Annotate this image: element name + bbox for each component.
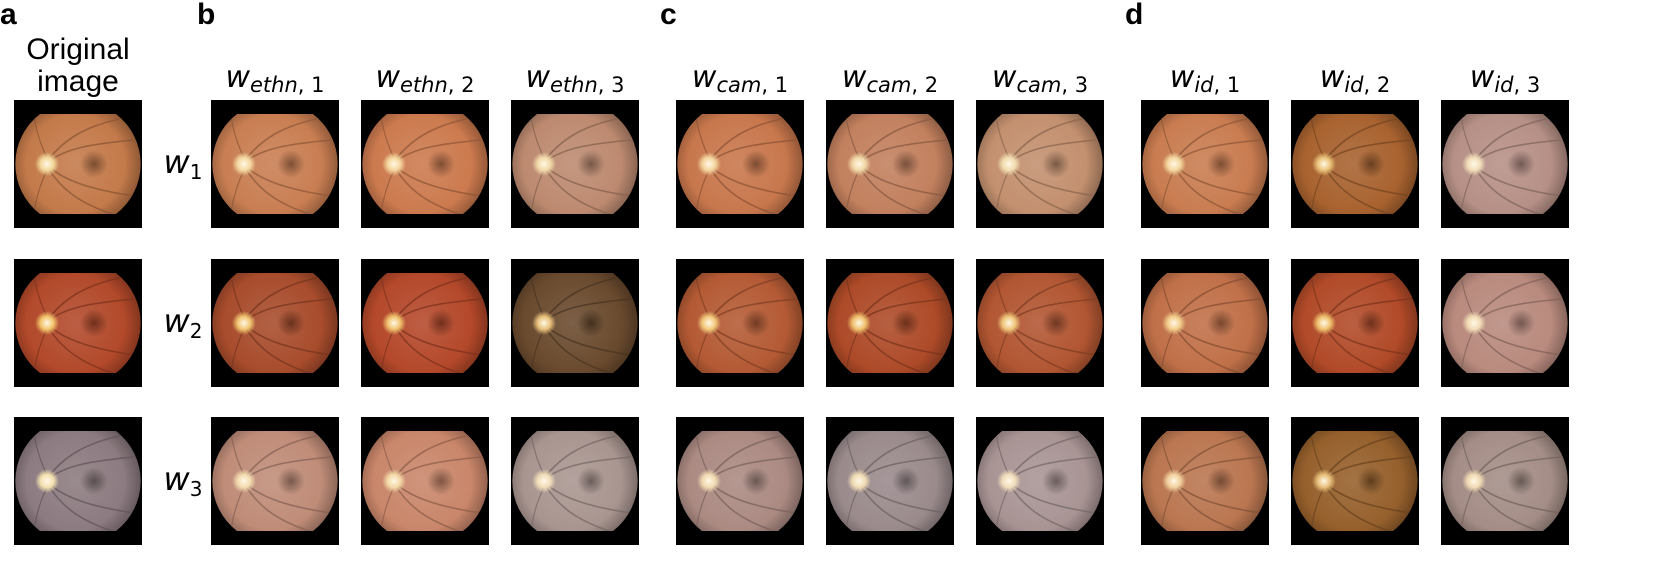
generated-image-w1-cam-1 bbox=[676, 100, 804, 228]
column-header-subscript: ethn, 3 bbox=[550, 73, 625, 97]
generated-image-w1-id-3 bbox=[1441, 100, 1569, 228]
column-header-id-2: wid, 2 bbox=[1291, 60, 1419, 103]
column-header-subscript: ethn, 2 bbox=[400, 73, 475, 97]
column-header-cam-2: wcam, 2 bbox=[826, 60, 954, 103]
column-header-subscript-index: 1 bbox=[774, 73, 789, 97]
panel-label-d: d bbox=[1125, 0, 1144, 31]
column-header-symbol: w bbox=[841, 60, 867, 95]
column-header-subscript-name: ethn bbox=[550, 73, 598, 97]
column-header-symbol: w bbox=[1319, 60, 1345, 95]
row-label-symbol: w bbox=[163, 143, 190, 181]
generated-image-w2-ethn-1 bbox=[211, 259, 339, 387]
column-header-subscript: id, 1 bbox=[1194, 73, 1241, 97]
column-header-ethn-3: wethn, 3 bbox=[511, 60, 639, 103]
original-image-title-line2: image bbox=[37, 65, 119, 98]
original-image-row-3 bbox=[14, 417, 142, 545]
generated-image-w3-ethn-1 bbox=[211, 417, 339, 545]
generated-image-w2-id-2 bbox=[1291, 259, 1419, 387]
panel-label-b: b bbox=[197, 0, 216, 31]
generated-image-w2-id-1 bbox=[1141, 259, 1269, 387]
original-image-title: Original image bbox=[14, 34, 142, 98]
panel-label-c: c bbox=[660, 0, 677, 31]
row-label-index: 3 bbox=[189, 477, 203, 501]
generated-image-w1-id-1 bbox=[1141, 100, 1269, 228]
column-header-subscript-index: 3 bbox=[611, 73, 625, 97]
generated-image-w3-ethn-3 bbox=[511, 417, 639, 545]
row-label-index: 2 bbox=[189, 319, 203, 343]
generated-image-w3-id-1 bbox=[1141, 417, 1269, 545]
row-label-symbol: w bbox=[163, 460, 190, 498]
generated-image-w1-cam-2 bbox=[826, 100, 954, 228]
column-header-symbol: w bbox=[1469, 60, 1495, 95]
column-header-id-3: wid, 3 bbox=[1441, 60, 1569, 103]
column-header-subscript-name: ethn bbox=[400, 73, 448, 97]
row-label-1: w1 bbox=[160, 144, 206, 190]
generated-image-w2-cam-2 bbox=[826, 259, 954, 387]
column-header-cam-3: wcam, 3 bbox=[976, 60, 1104, 103]
generated-image-w3-cam-2 bbox=[826, 417, 954, 545]
column-header-id-1: wid, 1 bbox=[1141, 60, 1269, 103]
column-header-symbol: w bbox=[991, 60, 1017, 95]
column-header-subscript: cam, 1 bbox=[716, 73, 789, 97]
column-header-subscript-index: 3 bbox=[1074, 73, 1089, 97]
row-label-index: 1 bbox=[189, 160, 203, 184]
generated-image-w1-ethn-1 bbox=[211, 100, 339, 228]
row-label-3: w3 bbox=[160, 461, 206, 507]
column-header-subscript: id, 3 bbox=[1494, 73, 1541, 97]
generated-image-w2-cam-1 bbox=[676, 259, 804, 387]
generated-image-w3-id-3 bbox=[1441, 417, 1569, 545]
generated-image-w1-cam-3 bbox=[976, 100, 1104, 228]
original-image-row-1 bbox=[14, 100, 142, 228]
generated-image-w3-ethn-2 bbox=[361, 417, 489, 545]
original-image-row-2 bbox=[14, 259, 142, 387]
generated-image-w1-ethn-3 bbox=[511, 100, 639, 228]
column-header-subscript-name: ethn bbox=[250, 73, 298, 97]
generated-image-w2-cam-3 bbox=[976, 259, 1104, 387]
column-header-subscript-name: id bbox=[1344, 73, 1364, 97]
column-header-symbol: w bbox=[1169, 60, 1195, 95]
generated-image-w1-ethn-2 bbox=[361, 100, 489, 228]
generated-image-w2-ethn-2 bbox=[361, 259, 489, 387]
panel-label-a: a bbox=[0, 0, 17, 31]
column-header-subscript-index: 1 bbox=[311, 73, 325, 97]
column-header-subscript-name: cam bbox=[866, 73, 912, 97]
generated-image-w2-ethn-3 bbox=[511, 259, 639, 387]
generated-image-w1-id-2 bbox=[1291, 100, 1419, 228]
column-header-ethn-1: wethn, 1 bbox=[211, 60, 339, 103]
column-header-subscript: id, 2 bbox=[1344, 73, 1391, 97]
column-header-symbol: w bbox=[225, 60, 251, 95]
column-header-subscript: cam, 2 bbox=[866, 73, 939, 97]
generated-image-w3-id-2 bbox=[1291, 417, 1419, 545]
generated-image-w3-cam-3 bbox=[976, 417, 1104, 545]
column-header-subscript-name: cam bbox=[1016, 73, 1062, 97]
row-label-symbol: w bbox=[163, 302, 190, 340]
column-header-symbol: w bbox=[691, 60, 717, 95]
generated-image-w2-id-3 bbox=[1441, 259, 1569, 387]
original-image-title-line1: Original bbox=[26, 33, 130, 66]
column-header-subscript-index: 1 bbox=[1226, 73, 1241, 97]
generated-image-w3-cam-1 bbox=[676, 417, 804, 545]
column-header-subscript-index: 2 bbox=[1376, 73, 1391, 97]
column-header-cam-1: wcam, 1 bbox=[676, 60, 804, 103]
column-header-subscript-index: 2 bbox=[461, 73, 475, 97]
column-header-subscript: ethn, 1 bbox=[250, 73, 325, 97]
column-header-subscript-name: id bbox=[1494, 73, 1514, 97]
column-header-symbol: w bbox=[525, 60, 551, 95]
row-label-2: w2 bbox=[160, 303, 206, 349]
column-header-subscript-index: 2 bbox=[924, 73, 939, 97]
column-header-subscript-name: id bbox=[1194, 73, 1214, 97]
column-header-symbol: w bbox=[375, 60, 401, 95]
column-header-subscript-name: cam bbox=[716, 73, 762, 97]
column-header-subscript-index: 3 bbox=[1526, 73, 1541, 97]
column-header-subscript: cam, 3 bbox=[1016, 73, 1089, 97]
column-header-ethn-2: wethn, 2 bbox=[361, 60, 489, 103]
